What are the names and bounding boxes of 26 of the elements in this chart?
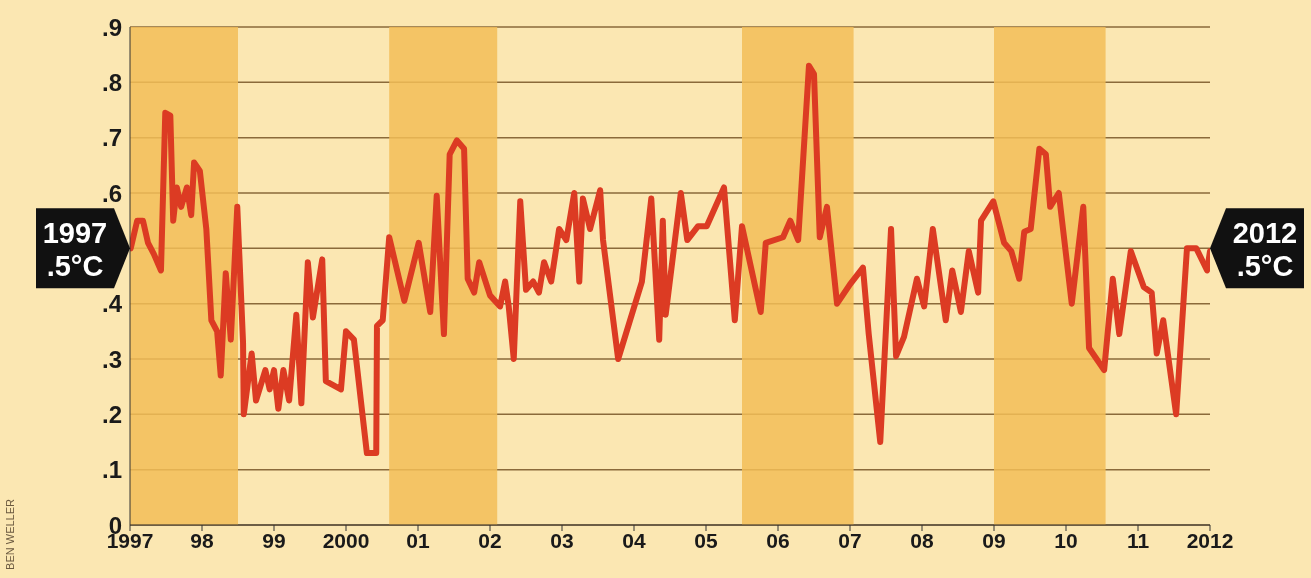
x-tick-label: 08 [910, 528, 934, 552]
x-tick-label: 11 [1126, 528, 1150, 552]
x-tick-label: 10 [1054, 528, 1078, 552]
x-tick-label: 03 [550, 528, 574, 552]
y-tick-label: .7 [101, 124, 122, 152]
y-tick-label: .3 [101, 345, 122, 373]
y-tick-label: .6 [101, 179, 122, 207]
text: BEN WELLER [4, 499, 16, 570]
y-tick-label: .1 [101, 456, 122, 484]
y-tick-label: .2 [101, 400, 122, 428]
x-tick-label: 04 [622, 528, 646, 552]
x-tick-label: 2000 [322, 528, 370, 552]
x-tick-label: 01 [406, 528, 430, 552]
y-tick-label: .9 [101, 13, 122, 41]
y-tick-label: .8 [101, 68, 122, 96]
x-tick-label: 98 [190, 528, 214, 552]
annotation: 2012 .5°C [1232, 217, 1298, 283]
x-tick-label: 99 [262, 528, 286, 552]
x-tick-label: 06 [766, 528, 790, 552]
x-tick-label: 07 [838, 528, 862, 552]
x-tick-label: 05 [694, 528, 718, 552]
annotation: 1997 .5°C [42, 217, 108, 283]
x-tick-label: 02 [478, 528, 502, 552]
x-tick-label: 2012 [1186, 528, 1234, 552]
x-tick-label: 09 [982, 528, 1006, 552]
y-tick-label: .4 [101, 290, 123, 318]
